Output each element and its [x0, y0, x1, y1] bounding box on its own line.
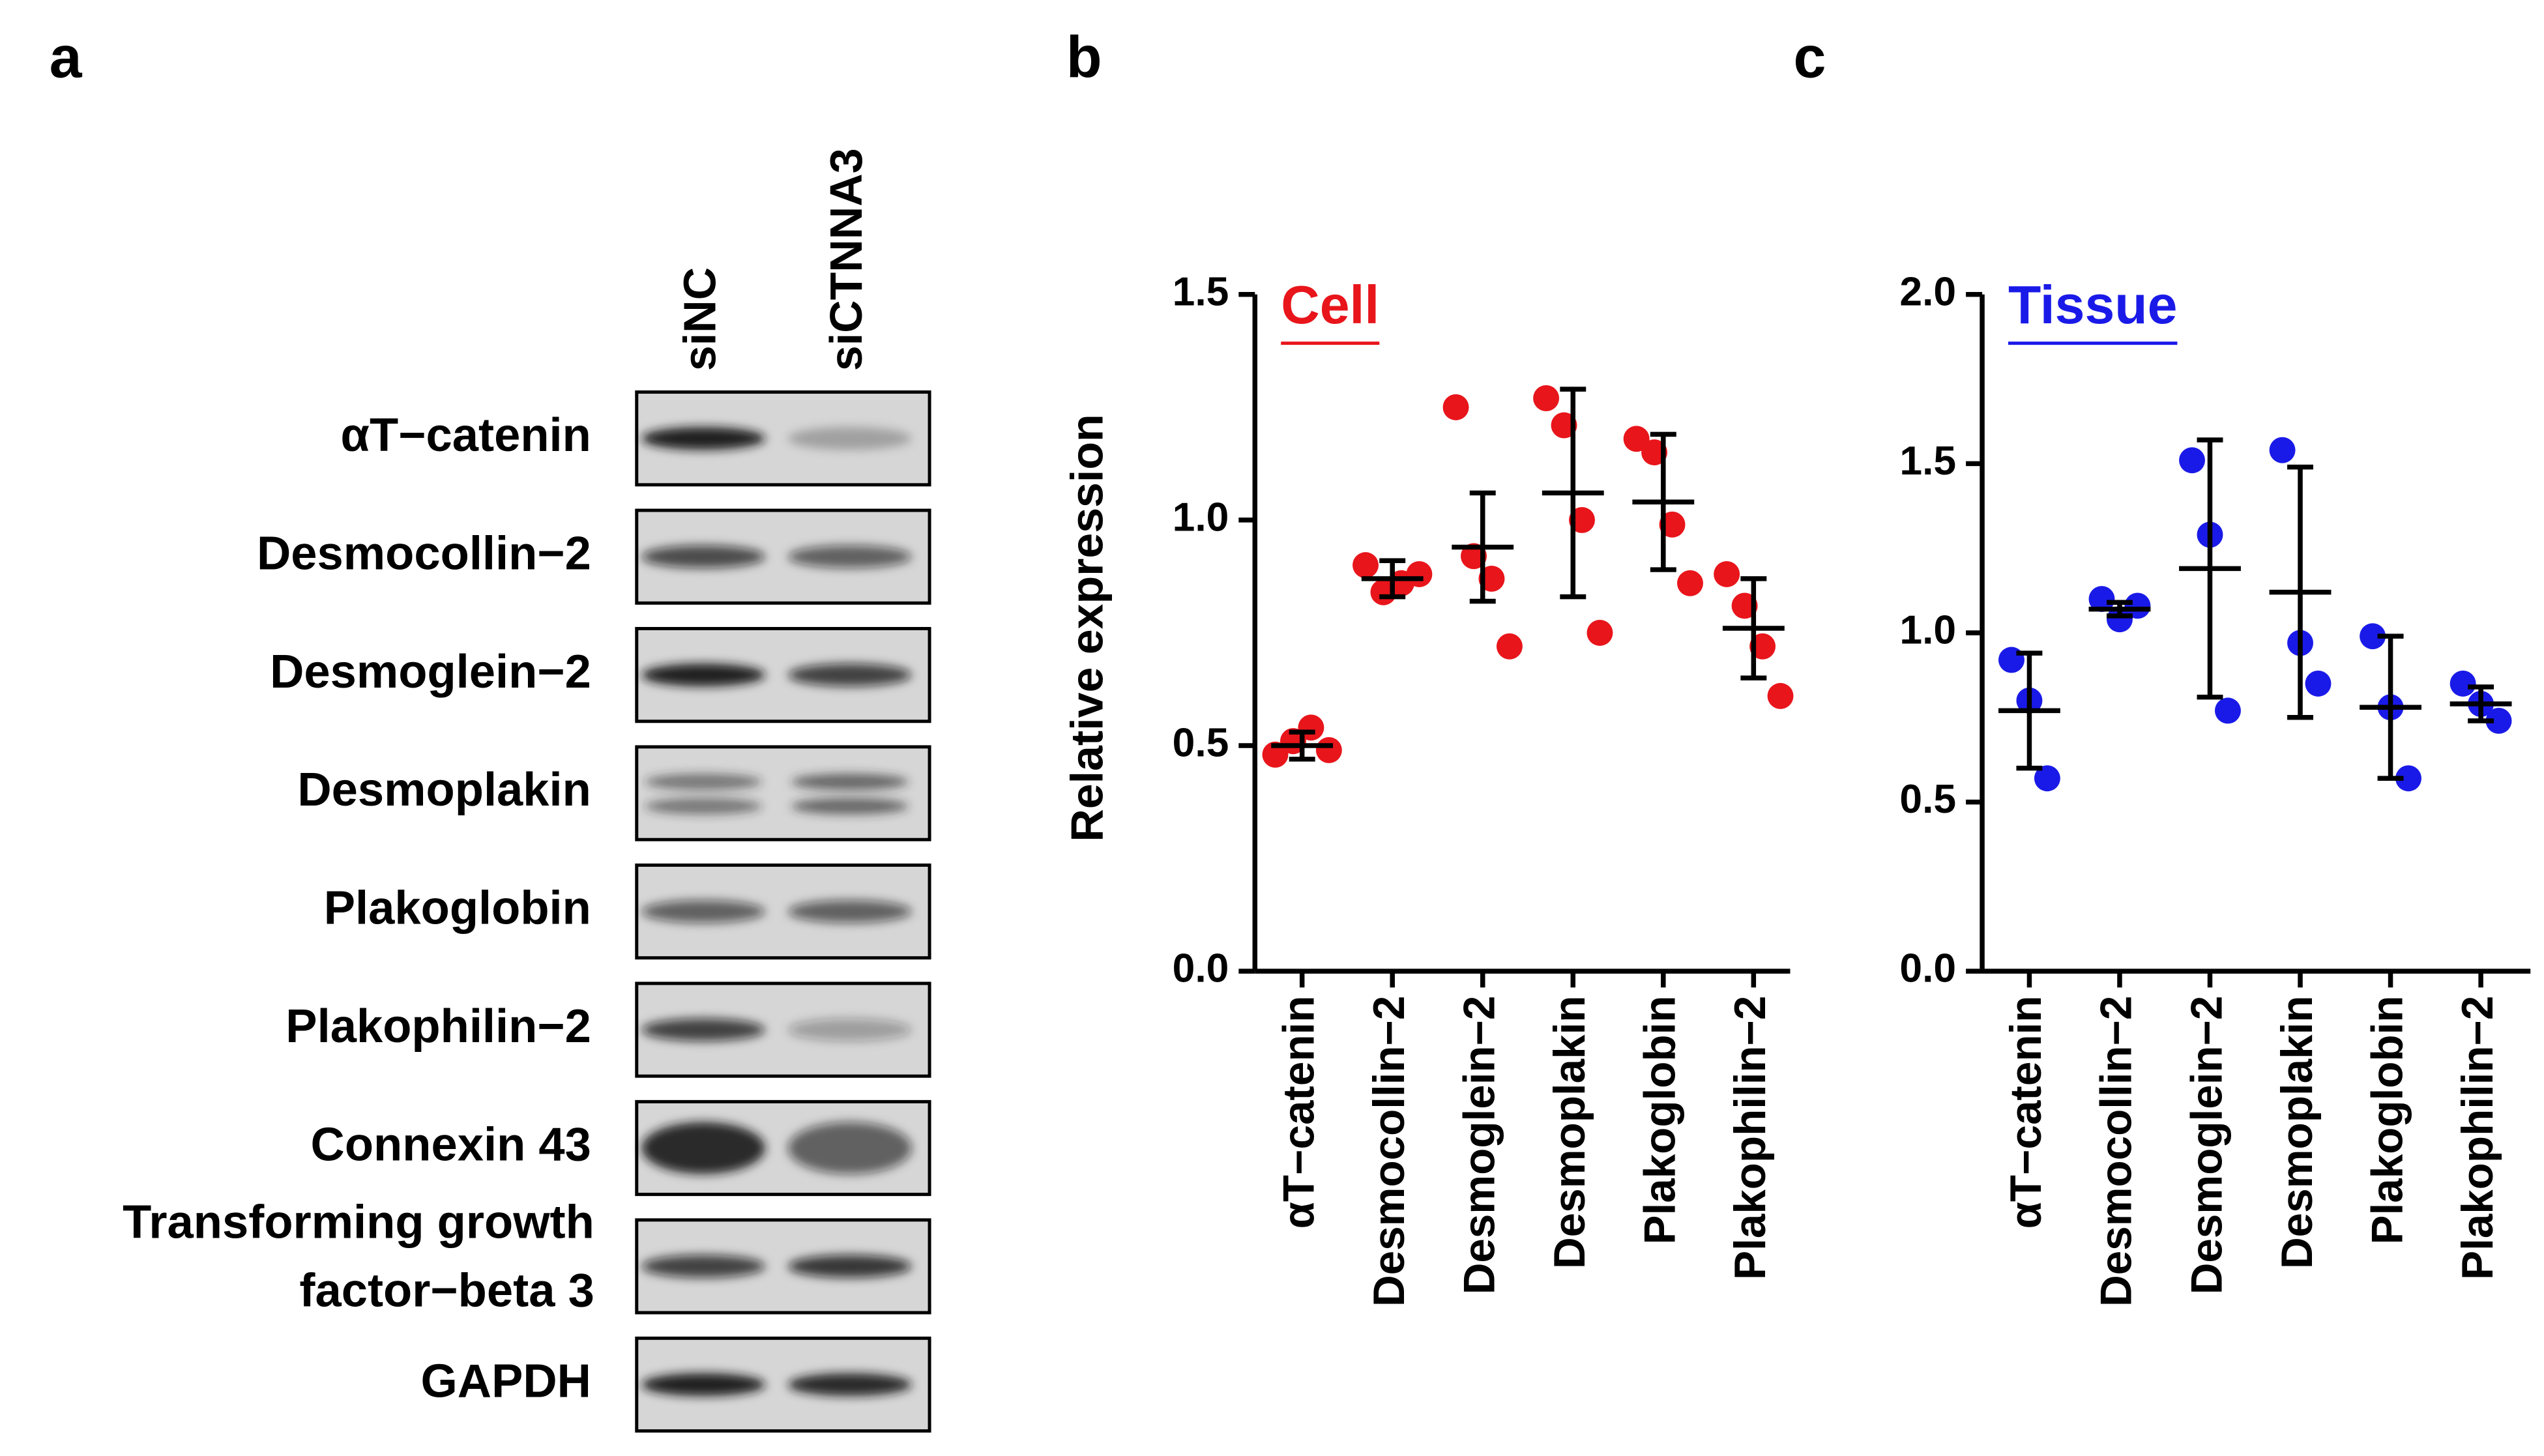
x-tick-label: Desmoglein−2 — [2182, 996, 2231, 1295]
y-axis-label: Relative expression — [1062, 414, 1113, 841]
band — [787, 545, 912, 568]
data-point — [2124, 592, 2151, 619]
data-point — [1714, 561, 1740, 587]
data-point — [1533, 385, 1560, 411]
row-label: Desmocollin−2 — [257, 527, 591, 579]
y-tick-label: 1.5 — [1899, 439, 1956, 484]
panel-label: c — [1793, 25, 1826, 91]
data-point — [1315, 736, 1342, 763]
x-tick-label: αT−catenin — [1274, 996, 1323, 1229]
y-tick-label: 1.5 — [1173, 269, 1229, 314]
band — [787, 1018, 912, 1041]
y-tick-label: 1.0 — [1173, 495, 1229, 540]
data-point — [1569, 506, 1595, 533]
data-point — [1496, 633, 1523, 660]
blot-box — [635, 745, 931, 841]
data-point — [2034, 765, 2060, 792]
x-tick-label: Plakoglobin — [1636, 996, 1685, 1245]
annotation: Cell — [1281, 275, 1379, 335]
data-point — [1262, 741, 1289, 768]
data-point — [2485, 707, 2512, 734]
row-label: αT−catenin — [341, 409, 591, 461]
x-tick-label: Desmocollin−2 — [1365, 996, 1414, 1307]
data-point — [1623, 426, 1650, 452]
x-tick-label: Desmoglein−2 — [1455, 996, 1504, 1295]
data-point — [1586, 620, 1613, 646]
band — [641, 663, 765, 687]
x-tick-label: αT−catenin — [2002, 996, 2051, 1229]
data-point — [1767, 682, 1794, 709]
data-point — [2106, 606, 2133, 633]
band — [641, 1255, 765, 1278]
lane-label: siCTNNA3 — [821, 148, 871, 371]
band — [641, 1018, 765, 1041]
data-point — [2214, 697, 2241, 724]
lane-label: siNC — [675, 267, 725, 371]
band — [787, 1373, 912, 1396]
y-tick-label: 2.0 — [1899, 269, 1956, 314]
data-point — [2179, 447, 2206, 474]
panel-label: b — [1066, 25, 1102, 91]
x-tick-label: Plakophilin−2 — [2453, 996, 2502, 1280]
row-label: Desmoglein−2 — [270, 645, 591, 698]
y-tick-label: 0.0 — [1173, 946, 1229, 991]
data-point — [1659, 511, 1686, 538]
band — [641, 545, 765, 568]
data-point — [1442, 394, 1469, 420]
row-label: GAPDH — [421, 1355, 591, 1408]
band — [645, 798, 762, 815]
row-label: Connexin 43 — [311, 1118, 591, 1171]
x-tick-label: Plakoglobin — [2363, 996, 2412, 1245]
data-point — [2305, 670, 2332, 697]
y-tick-label: 1.0 — [1899, 607, 1956, 652]
row-label: Plakophilin−2 — [285, 1000, 591, 1053]
band — [645, 774, 762, 791]
row-label: factor−beta 3 — [299, 1264, 594, 1317]
panel-label: a — [50, 25, 83, 91]
x-tick-label: Desmoplakin — [1545, 996, 1594, 1269]
data-point — [2269, 437, 2296, 463]
y-tick-label: 0.5 — [1899, 777, 1956, 822]
row-label: Desmoplakin — [297, 763, 591, 816]
annotation: Tissue — [2008, 275, 2177, 335]
data-point — [1677, 570, 1703, 596]
data-point — [1352, 552, 1379, 579]
band — [787, 427, 912, 450]
band — [641, 1122, 765, 1174]
band — [787, 900, 912, 924]
y-tick-label: 0.0 — [1899, 946, 1956, 991]
x-tick-label: Desmoplakin — [2273, 996, 2322, 1269]
band — [791, 774, 909, 791]
data-point — [2449, 670, 2476, 697]
data-point — [1478, 565, 1505, 592]
y-tick-label: 0.5 — [1173, 721, 1229, 766]
data-point — [1406, 561, 1433, 587]
data-point — [2360, 623, 2386, 650]
band — [641, 1373, 765, 1396]
row-label: Transforming growth — [123, 1196, 594, 1249]
band — [641, 900, 765, 924]
band — [791, 798, 909, 815]
band — [787, 1255, 912, 1278]
row-label: Plakoglobin — [324, 882, 591, 935]
data-point — [2395, 765, 2421, 792]
band — [787, 1122, 912, 1174]
x-tick-label: Plakophilin−2 — [1726, 996, 1775, 1280]
band — [787, 663, 912, 687]
x-tick-label: Desmocollin−2 — [2092, 996, 2141, 1307]
data-point — [2088, 586, 2115, 613]
band — [641, 427, 765, 450]
